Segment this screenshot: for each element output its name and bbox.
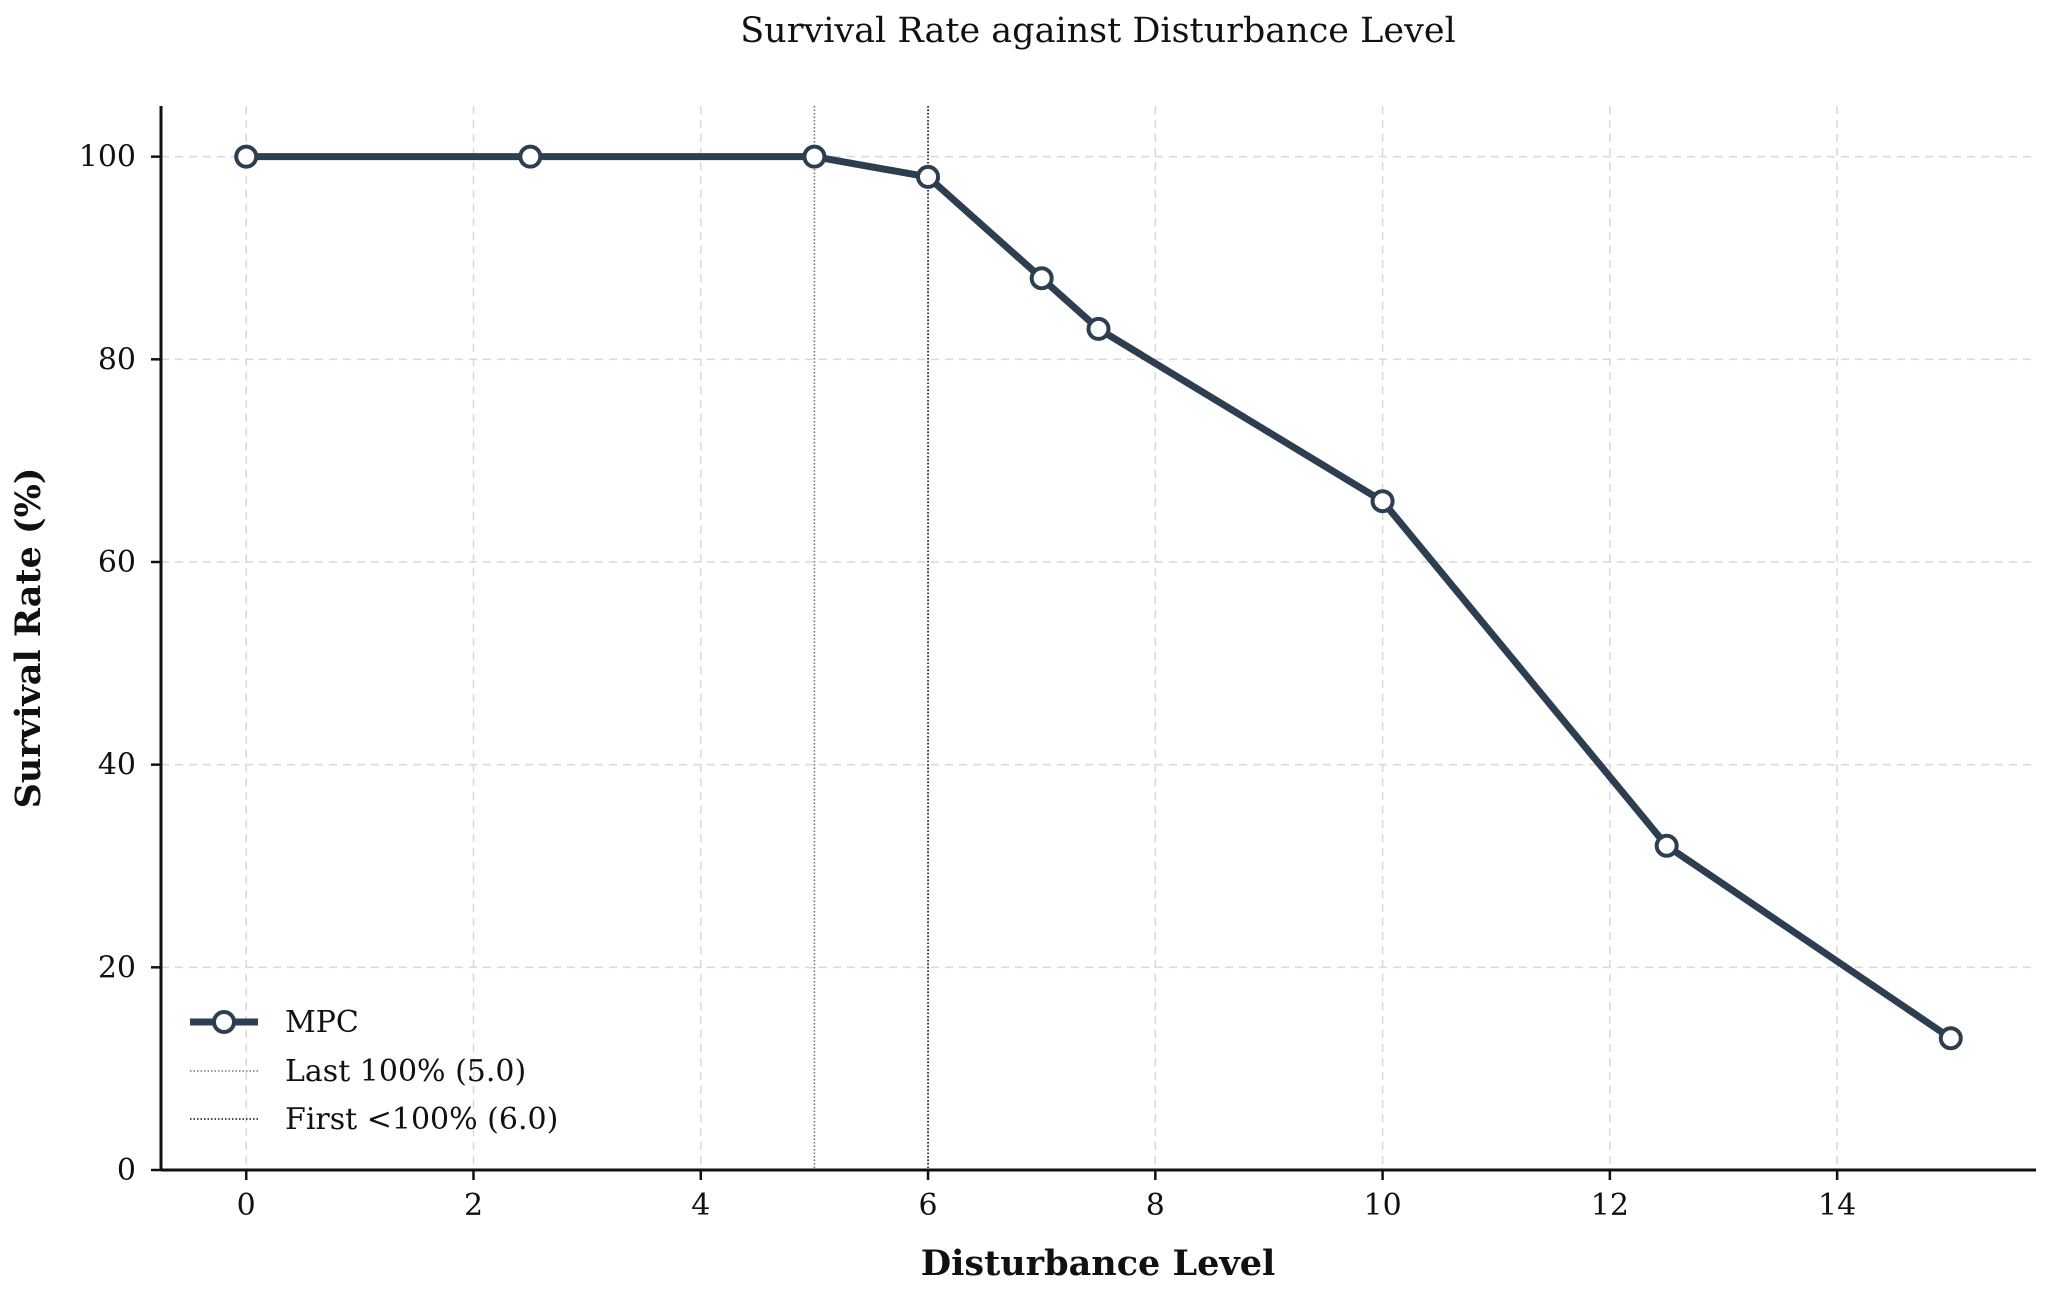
y-tick-label: 60 xyxy=(98,545,136,580)
legend-label-mpc: MPC xyxy=(285,1005,359,1040)
reference-lines-layer xyxy=(813,106,929,1170)
x-tick-label: 8 xyxy=(1146,1188,1165,1223)
legend-label-reference: First <100% (6.0) xyxy=(285,1102,558,1137)
data-point xyxy=(1029,266,1054,291)
legend: MPC Last 100% (5.0) First <100% (6.0) xyxy=(190,1005,558,1137)
y-tick-label: 20 xyxy=(98,950,136,985)
data-point xyxy=(1654,833,1679,858)
legend-label-reference: Last 100% (5.0) xyxy=(285,1054,526,1089)
x-tick-label: 12 xyxy=(1591,1188,1629,1223)
y-tick-label: 40 xyxy=(98,748,136,783)
x-tick-label: 2 xyxy=(464,1188,483,1223)
x-tick-label: 6 xyxy=(918,1188,937,1223)
legend-marker-mpc xyxy=(212,1010,236,1034)
y-tick-label: 0 xyxy=(117,1153,136,1188)
data-point xyxy=(518,144,543,169)
series-line-mpc xyxy=(242,153,1955,1042)
data-point xyxy=(802,144,827,169)
data-point xyxy=(1370,489,1395,514)
x-tick-label: 10 xyxy=(1363,1188,1401,1223)
x-axis-label: Disturbance Level xyxy=(921,1243,1276,1284)
axes-layer: 0 2 4 6 8 10 12 14 0 20 40 60 80 100 xyxy=(79,106,2036,1223)
x-tick-label: 0 xyxy=(237,1188,256,1223)
y-axis-label: Survival Rate (%) xyxy=(8,468,49,809)
y-tick-label: 80 xyxy=(98,342,136,377)
data-point xyxy=(916,164,941,189)
y-tick-label: 100 xyxy=(79,140,136,175)
data-point xyxy=(1086,316,1111,341)
grid-layer xyxy=(161,106,2036,1170)
data-point xyxy=(1938,1026,1963,1051)
series-layer xyxy=(234,144,1963,1051)
x-tick-label: 4 xyxy=(691,1188,710,1223)
x-tick-label: 14 xyxy=(1818,1188,1856,1223)
data-point xyxy=(234,144,259,169)
chart-title: Survival Rate against Disturbance Level xyxy=(740,11,1456,51)
